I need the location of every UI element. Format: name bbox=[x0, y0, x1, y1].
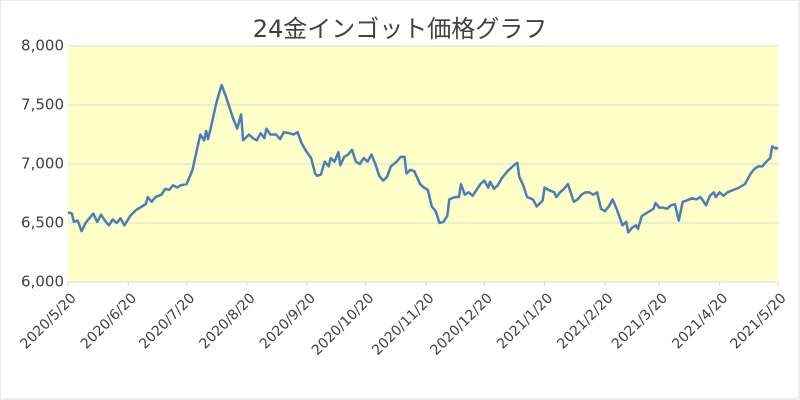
y-tick-label: 6,500 bbox=[21, 214, 64, 232]
chart-title: 24金インゴット価格グラフ bbox=[253, 15, 548, 43]
y-tick-label: 8,000 bbox=[21, 37, 64, 55]
price-line bbox=[67, 83, 779, 234]
y-tick-label: 7,500 bbox=[21, 96, 64, 114]
y-tick-label: 6,000 bbox=[21, 273, 64, 291]
y-tick-label: 7,000 bbox=[21, 155, 64, 173]
